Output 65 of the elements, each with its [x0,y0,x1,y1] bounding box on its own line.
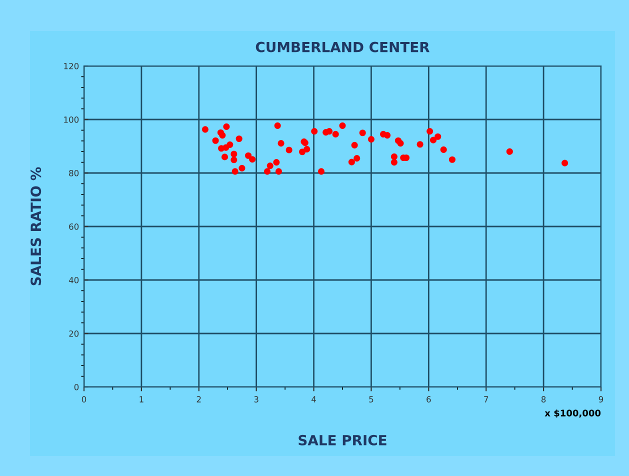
point [249,156,256,163]
point [278,140,284,147]
point [212,137,219,144]
point [440,146,447,154]
point [245,152,252,159]
point [232,168,238,175]
point [562,160,568,166]
x-axis-title: SALE PRICE [298,434,386,446]
x-tick-label: 5 [369,396,374,402]
x-tick-label: 3 [254,396,258,402]
point [506,148,513,155]
x-tick-label: 4 [312,396,316,402]
point [339,122,346,129]
point [222,144,230,151]
point [219,132,226,139]
point [311,128,318,135]
text: x $100,000 [544,409,601,418]
y-axis-title: SALES RATIO % [30,167,42,286]
point [332,130,339,138]
x-tick-label: 8 [541,396,546,402]
point [266,162,274,170]
point [236,135,242,142]
point [434,133,442,140]
y-tick-label: 120 [64,62,79,70]
point [390,153,398,160]
point [264,168,271,175]
y-tick-label: 40 [68,276,79,284]
point [326,128,333,135]
point [384,132,391,139]
point [368,136,375,143]
point [426,128,434,135]
y-tick-label: 20 [69,330,79,337]
point [390,159,398,166]
x-tick-label: 9 [598,396,604,402]
y-tick-label: 80 [69,170,79,176]
x-tick-label: 7 [484,396,488,402]
x-tick-label: 1 [140,396,144,402]
point [348,158,355,166]
point [304,146,310,152]
point [416,141,424,148]
x-tick-label: 2 [196,396,201,402]
point [230,150,238,158]
point [354,154,360,162]
x-tick-label: 6 [426,396,431,402]
point [318,168,325,175]
point [202,126,208,133]
point [298,148,306,156]
point [273,159,280,166]
y-tick-label: 0 [74,384,79,390]
point [359,130,366,136]
point [286,146,292,154]
y-tick-label: 100 [64,116,79,123]
point [351,142,358,148]
point [448,156,456,163]
point [275,168,282,175]
point [274,122,281,129]
y-tick-label: 60 [69,223,79,230]
point [238,164,246,172]
x-tick-label: 0 [82,396,86,402]
chart-title: CUMBERLAND CENTER [256,42,430,52]
point [397,140,404,147]
point [223,123,230,130]
point [221,154,228,160]
point [230,156,238,164]
point [430,136,437,144]
